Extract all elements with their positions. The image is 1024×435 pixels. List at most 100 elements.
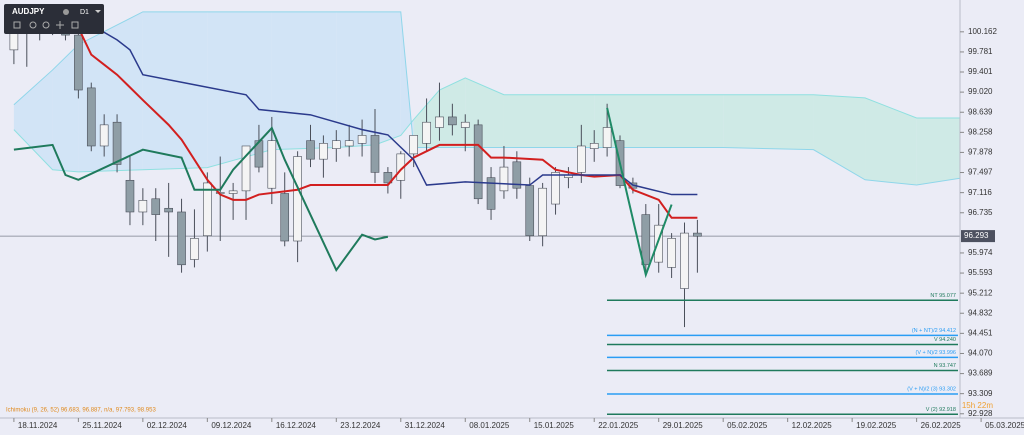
candle-body — [112, 121, 122, 165]
candle-body — [280, 193, 290, 242]
y-tick-label: 98.639 — [968, 107, 993, 116]
x-tick-label: 31.12.2024 — [405, 421, 446, 430]
y-tick-label: 97.878 — [968, 148, 993, 157]
candle-body — [306, 140, 315, 160]
cloud-segment — [271, 11, 337, 150]
candle-body — [435, 116, 444, 128]
candle-body — [383, 172, 393, 184]
cloud-segment — [865, 97, 917, 186]
x-tick-label: 08.01.2025 — [469, 421, 510, 430]
candle-body — [473, 124, 483, 200]
cloud-segment — [374, 11, 401, 145]
x-tick-label: 19.02.2025 — [856, 421, 897, 430]
toolbar-box — [4, 4, 104, 34]
y-tick-label: 96.735 — [968, 208, 993, 217]
target-level-label: V 94.240 — [934, 337, 956, 343]
y-tick-label: 100.162 — [968, 27, 997, 36]
x-tick-label: 18.11.2024 — [18, 421, 58, 430]
zoom-out-icon[interactable] — [29, 21, 37, 29]
x-tick-label: 26.02.2025 — [921, 421, 962, 430]
y-tick-label: 97.497 — [968, 168, 993, 177]
candle-body — [331, 140, 341, 149]
y-tick-label: 94.832 — [968, 308, 993, 317]
candle-body — [319, 143, 328, 160]
indicator-legend: Ichimoku (9, 26, 52) 96.683, 96.887, n/a… — [6, 408, 156, 414]
target-level-label: (V + N)/2 93.996 — [915, 350, 956, 356]
candle-body — [577, 145, 586, 173]
cloud-segment — [916, 117, 960, 186]
candle-body — [138, 200, 148, 213]
target-level-label: (V + N)/2 (3) 93.302 — [907, 386, 956, 392]
x-tick-label: 29.01.2025 — [663, 421, 704, 430]
candle-body — [589, 143, 599, 149]
x-tick-label: 22.01.2025 — [598, 421, 639, 430]
candle-body — [357, 135, 367, 144]
target-level-label: NT 95.077 — [930, 293, 956, 299]
candle-body — [460, 121, 470, 128]
y-tick-label: 94.070 — [968, 349, 993, 358]
candle-body — [241, 145, 251, 192]
candle-body — [448, 116, 457, 126]
toolbar[interactable]: AUDJPY D1 — [4, 4, 104, 34]
cloud-segment — [207, 11, 272, 168]
y-tick-label: 95.974 — [968, 248, 993, 257]
tool-icon[interactable] — [13, 21, 21, 29]
y-tick-label: 99.781 — [968, 47, 993, 56]
candle-body — [667, 238, 676, 268]
candle-body — [164, 207, 173, 213]
candle-body — [293, 156, 302, 242]
settings-icon[interactable] — [63, 9, 69, 15]
timeframe[interactable]: D1 — [80, 9, 89, 16]
candle-body — [86, 87, 96, 147]
symbol[interactable]: AUDJPY — [12, 7, 45, 16]
y-tick-label: 99.020 — [968, 87, 993, 96]
y-tick-label: 98.258 — [968, 127, 993, 136]
candle-body — [693, 232, 702, 237]
candle-body — [680, 232, 689, 289]
indicator-line — [606, 107, 673, 279]
cloud-segment — [13, 69, 53, 170]
candle-body — [228, 190, 238, 194]
cloud-segment — [503, 94, 595, 148]
y-tick-label: 94.451 — [968, 328, 993, 337]
candle-body — [344, 140, 354, 147]
plot-area — [0, 8, 960, 416]
candle-body — [486, 177, 496, 210]
candle-body — [409, 135, 418, 155]
move-icon[interactable] — [56, 21, 64, 29]
target-level-label: N 93.747 — [934, 363, 956, 369]
candle-body — [422, 121, 431, 144]
indicator-line — [13, 126, 389, 273]
y-tick-label: 93.689 — [968, 369, 993, 378]
candle-body — [641, 214, 651, 266]
cloud-segment — [52, 44, 79, 172]
y-tick-label: 99.401 — [968, 67, 993, 76]
candle-body — [125, 179, 135, 213]
x-tick-label: 12.02.2025 — [792, 421, 833, 430]
candle-body — [602, 127, 612, 148]
zoom-in-icon[interactable] — [42, 21, 50, 29]
y-tick-label: 93.309 — [968, 389, 993, 398]
indicator-line — [77, 27, 698, 219]
candle-body — [499, 166, 509, 192]
y-tick-label: 97.116 — [968, 188, 992, 197]
x-tick-label: 16.12.2024 — [276, 421, 317, 430]
candle-body — [190, 238, 199, 260]
target-level-label: V (2) 92.918 — [926, 407, 956, 413]
last-price-label: 96.293 — [964, 231, 989, 240]
candle-body — [267, 140, 277, 189]
x-tick-label: 15.01.2025 — [534, 421, 575, 430]
target-level-label: (N + NT)/2 94.412 — [912, 328, 956, 334]
candle-body — [654, 224, 664, 263]
candle-body — [512, 161, 522, 189]
y-tick-label: 95.593 — [968, 268, 993, 277]
x-tick-label: 02.12.2024 — [147, 421, 188, 430]
x-tick-label: 05.03.2025 — [985, 421, 1024, 430]
cloud-segment — [336, 11, 375, 148]
x-tick-label: 25.11.2024 — [82, 421, 122, 430]
dropdown-icon[interactable] — [95, 10, 101, 13]
cloud-segment — [813, 94, 866, 180]
cloud-edge — [13, 77, 960, 173]
fit-icon[interactable] — [71, 21, 79, 29]
